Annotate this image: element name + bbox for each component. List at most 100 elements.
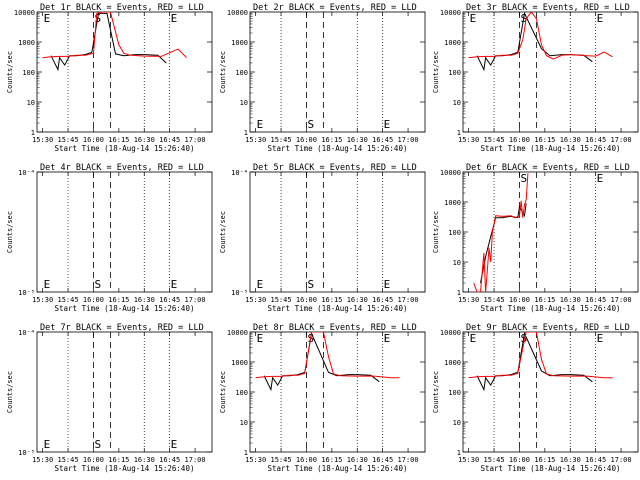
chart-panel-1r: Det 1r BLACK = Events, RED = LLD 1 10 100 10… bbox=[6, 3, 213, 153]
x-tick-label: 15:30 bbox=[32, 136, 53, 144]
event-marker-S: S bbox=[94, 278, 101, 291]
lld-series-line bbox=[255, 332, 400, 379]
event-marker-E: E bbox=[597, 332, 604, 345]
plot-frame bbox=[36, 171, 213, 293]
events-series-line bbox=[480, 203, 527, 284]
chart-title: Det 9r BLACK = Events, RED = LLD bbox=[466, 323, 630, 333]
x-tick-label: 15:45 bbox=[484, 456, 505, 464]
x-tick-label: 15:45 bbox=[484, 296, 505, 304]
y-tick-label: 10000 bbox=[440, 329, 461, 337]
y-tick-label: 1000 bbox=[231, 39, 248, 47]
x-axis-label: Start Time (18-Aug-14 15:26:40) bbox=[55, 144, 195, 153]
x-tick-label: 16:15 bbox=[321, 136, 342, 144]
x-tick-label: 15:30 bbox=[245, 296, 266, 304]
x-tick-label: 15:30 bbox=[458, 456, 479, 464]
x-tick-label: 17:00 bbox=[398, 296, 419, 304]
x-tick-label: 15:30 bbox=[32, 296, 53, 304]
x-tick-label: 16:15 bbox=[108, 136, 129, 144]
chart-panel-3r: Det 3r BLACK = Events, RED = LLD 1 10 100 10… bbox=[432, 3, 639, 153]
x-tick-label: 15:45 bbox=[271, 136, 292, 144]
y-tick-label: 100 bbox=[448, 229, 461, 237]
x-tick-label: 16:30 bbox=[347, 456, 368, 464]
x-tick-label: 16:15 bbox=[534, 296, 555, 304]
event-marker-E: E bbox=[44, 12, 51, 25]
chart-title: Det 4r BLACK = Events, RED = LLD bbox=[40, 163, 204, 173]
y-tick-label: 1 bbox=[457, 129, 461, 137]
y-axis-label: Counts/sec bbox=[219, 211, 227, 253]
x-tick-label: 16:15 bbox=[534, 456, 555, 464]
x-tick-label: 15:45 bbox=[271, 296, 292, 304]
x-tick-label: 16:45 bbox=[372, 296, 393, 304]
y-tick-label: 10000 bbox=[227, 9, 248, 17]
chart-panel-8r: Det 8r BLACK = Events, RED = LLD 1 10 100 10… bbox=[219, 323, 426, 473]
x-tick-label: 16:30 bbox=[134, 296, 155, 304]
y-tick-label: 10⁻⁵ bbox=[18, 289, 35, 297]
x-tick-label: 16:30 bbox=[134, 456, 155, 464]
x-tick-label: 16:45 bbox=[159, 136, 180, 144]
x-tick-label: 16:45 bbox=[585, 456, 606, 464]
y-tick-label: 10000 bbox=[227, 329, 248, 337]
y-tick-label: 10 bbox=[240, 419, 248, 427]
y-tick-label: 1 bbox=[31, 129, 35, 137]
y-tick-label: 1000 bbox=[444, 199, 461, 207]
y-tick-label: 1 bbox=[244, 449, 248, 457]
x-tick-label: 17:00 bbox=[185, 296, 206, 304]
event-marker-E: E bbox=[257, 332, 264, 345]
y-tick-label: 10000 bbox=[14, 9, 35, 17]
x-tick-label: 16:00 bbox=[83, 456, 104, 464]
x-tick-label: 16:30 bbox=[347, 136, 368, 144]
y-axis-label: Counts/sec bbox=[6, 51, 14, 93]
x-axis-label: Start Time (18-Aug-14 15:26:40) bbox=[481, 144, 621, 153]
x-tick-label: 15:45 bbox=[484, 136, 505, 144]
y-tick-label: 100 bbox=[235, 389, 248, 397]
x-axis-label: Start Time (18-Aug-14 15:26:40) bbox=[55, 464, 195, 473]
y-tick-label: 100 bbox=[448, 69, 461, 77]
event-marker-S: S bbox=[520, 172, 527, 185]
y-axis-label: Counts/sec bbox=[6, 211, 14, 253]
x-axis-label: Start Time (18-Aug-14 15:26:40) bbox=[268, 304, 408, 313]
event-marker-E: E bbox=[257, 278, 264, 291]
y-tick-label: 1 bbox=[457, 289, 461, 297]
x-tick-label: 16:00 bbox=[509, 456, 530, 464]
y-tick-label: 100 bbox=[235, 69, 248, 77]
event-marker-E: E bbox=[470, 12, 477, 25]
x-axis-label: Start Time (18-Aug-14 15:26:40) bbox=[268, 464, 408, 473]
x-tick-label: 16:45 bbox=[372, 136, 393, 144]
lld-series-line bbox=[468, 332, 613, 379]
x-tick-label: 15:45 bbox=[271, 456, 292, 464]
x-tick-label: 16:30 bbox=[347, 296, 368, 304]
x-tick-label: 16:30 bbox=[560, 136, 581, 144]
y-axis-label: Counts/sec bbox=[6, 371, 14, 413]
plot-frame bbox=[462, 171, 639, 293]
x-tick-label: 15:30 bbox=[245, 136, 266, 144]
y-tick-label: 1 bbox=[244, 129, 248, 137]
x-tick-label: 15:45 bbox=[58, 296, 79, 304]
event-marker-E: E bbox=[384, 332, 391, 345]
plot-frame bbox=[249, 331, 426, 453]
y-axis-label: Counts/sec bbox=[432, 211, 440, 253]
event-marker-S: S bbox=[307, 118, 314, 131]
x-tick-label: 15:45 bbox=[58, 136, 79, 144]
event-marker-S: S bbox=[94, 438, 101, 451]
chart-panel-2r: Det 2r BLACK = Events, RED = LLD 1 10 100 10… bbox=[219, 3, 426, 153]
event-marker-E: E bbox=[597, 12, 604, 25]
chart-title: Det 5r BLACK = Events, RED = LLD bbox=[253, 163, 417, 173]
chart-panel-9r: Det 9r BLACK = Events, RED = LLD 1 10 100 10… bbox=[432, 323, 639, 473]
x-tick-label: 16:15 bbox=[534, 136, 555, 144]
event-marker-E: E bbox=[384, 118, 391, 131]
y-tick-label: 1000 bbox=[444, 359, 461, 367]
x-tick-label: 17:00 bbox=[398, 136, 419, 144]
chart-title: Det 6r BLACK = Events, RED = LLD bbox=[466, 163, 630, 173]
y-tick-label: 1000 bbox=[444, 39, 461, 47]
chart-panel-4r: Det 4r BLACK = Events, RED = LLD 10⁻⁵ 10⁻⁴… bbox=[6, 163, 213, 313]
x-tick-label: 15:30 bbox=[458, 136, 479, 144]
x-tick-label: 16:00 bbox=[509, 136, 530, 144]
y-tick-label: 10⁻⁵ bbox=[231, 289, 248, 297]
y-tick-label: 100 bbox=[448, 389, 461, 397]
y-tick-label: 100 bbox=[22, 69, 35, 77]
plot-frame bbox=[249, 171, 426, 293]
x-tick-label: 17:00 bbox=[185, 136, 206, 144]
event-marker-E: E bbox=[171, 12, 178, 25]
chart-title: Det 7r BLACK = Events, RED = LLD bbox=[40, 323, 204, 333]
x-tick-label: 17:00 bbox=[185, 456, 206, 464]
